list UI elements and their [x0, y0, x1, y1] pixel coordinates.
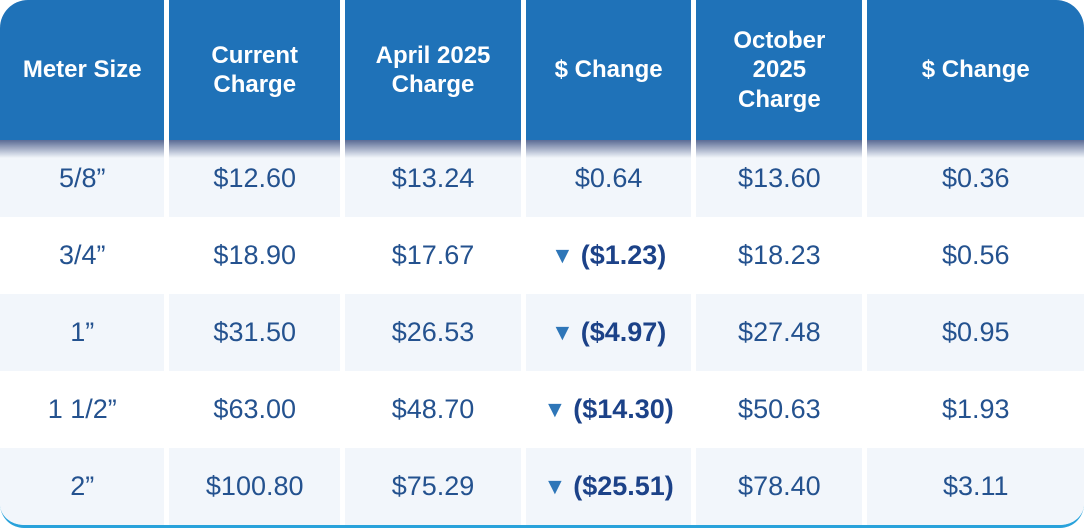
- value-cell: $12.60: [164, 140, 343, 217]
- table-body: 5/8” $12.60 $13.24 $0.64 $13.60 $0.36 3/4” $18.…: [0, 140, 1084, 525]
- table-row: 5/8” $12.60 $13.24 $0.64 $13.60 $0.36: [0, 140, 1084, 217]
- value-cell: $0.64: [521, 140, 694, 217]
- column-header-dollar-change-april: $ Change: [521, 0, 694, 140]
- value-cell: $17.67: [340, 217, 524, 294]
- column-header-current-charge: Current Charge: [164, 0, 343, 140]
- value-cell: $18.23: [691, 217, 865, 294]
- change-amount: ($1.23): [580, 240, 667, 270]
- column-header-dollar-change-october: $ Change: [862, 0, 1084, 140]
- change-cell-negative: ▼ ($25.51): [521, 448, 694, 525]
- value-cell: $0.36: [862, 140, 1084, 217]
- table-row: 3/4” $18.90 $17.67 ▼ ($1.23) $18.23 $0.56: [0, 217, 1084, 294]
- value-cell: $100.80: [164, 448, 343, 525]
- change-amount: ($25.51): [573, 471, 674, 501]
- value-cell: $50.63: [691, 371, 865, 448]
- value-cell: $18.90: [164, 217, 343, 294]
- down-triangle-icon: ▼: [550, 242, 574, 268]
- value-cell: 1”: [0, 294, 167, 371]
- value-cell: $0.56: [862, 217, 1084, 294]
- change-amount: ($14.30): [573, 394, 674, 424]
- value-cell: $13.24: [340, 140, 524, 217]
- change-cell-negative: ▼ ($4.97): [521, 294, 694, 371]
- down-triangle-icon: ▼: [543, 473, 567, 499]
- value-cell: $27.48: [691, 294, 865, 371]
- down-triangle-icon: ▼: [550, 319, 574, 345]
- value-cell: $78.40: [691, 448, 865, 525]
- value-cell: $3.11: [862, 448, 1084, 525]
- column-header-october-2025-charge: October 2025 Charge: [691, 0, 865, 140]
- table-row: 1 1/2” $63.00 $48.70 ▼ ($14.30) $50.63 $1.93: [0, 371, 1084, 448]
- down-triangle-icon: ▼: [543, 396, 567, 422]
- table-row: 1” $31.50 $26.53 ▼ ($4.97) $27.48 $0.95: [0, 294, 1084, 371]
- header-row: Meter Size Current Charge April 2025 Cha…: [0, 0, 1084, 140]
- change-cell-negative: ▼ ($14.30): [521, 371, 694, 448]
- value-cell: $31.50: [164, 294, 343, 371]
- value-cell: 2”: [0, 448, 167, 525]
- value-cell: $13.60: [691, 140, 865, 217]
- change-cell-negative: ▼ ($1.23): [521, 217, 694, 294]
- value-cell: 3/4”: [0, 217, 167, 294]
- value-cell: $48.70: [340, 371, 524, 448]
- value-cell: $75.29: [340, 448, 524, 525]
- value-cell: $0.95: [862, 294, 1084, 371]
- value-cell: $1.93: [862, 371, 1084, 448]
- value-cell: 1 1/2”: [0, 371, 167, 448]
- value-cell: 5/8”: [0, 140, 167, 217]
- column-header-april-2025-charge: April 2025 Charge: [340, 0, 524, 140]
- value-cell: $26.53: [340, 294, 524, 371]
- table-row: 2” $100.80 $75.29 ▼ ($25.51) $78.40 $3.11: [0, 448, 1084, 525]
- column-header-meter-size: Meter Size: [0, 0, 167, 140]
- value-cell: $63.00: [164, 371, 343, 448]
- change-amount: ($4.97): [580, 317, 667, 347]
- table-header: Meter Size Current Charge April 2025 Cha…: [0, 0, 1084, 140]
